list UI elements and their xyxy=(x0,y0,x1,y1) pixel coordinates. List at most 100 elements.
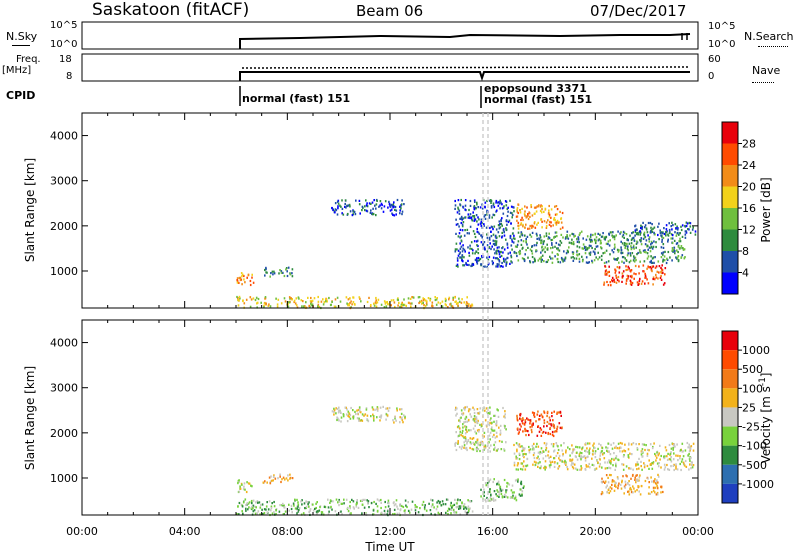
velocity-cell xyxy=(583,455,586,458)
power-cell xyxy=(494,252,496,255)
velocity-cell xyxy=(245,490,248,494)
power-cell xyxy=(475,214,478,217)
power-cell xyxy=(623,236,625,239)
velocity-cell xyxy=(528,445,530,449)
power-cell xyxy=(667,233,669,236)
velocity-cell xyxy=(520,418,522,421)
power-cell xyxy=(604,272,606,275)
velocity-cell xyxy=(680,468,682,472)
power-cell xyxy=(469,305,472,309)
velocity-cell xyxy=(545,455,547,458)
power-cell xyxy=(459,242,461,245)
velocity-cell xyxy=(476,449,478,453)
power-cell xyxy=(623,231,626,234)
power-cell xyxy=(656,270,659,273)
power-cell xyxy=(504,200,507,203)
velocity-cell xyxy=(623,454,625,457)
velocity-cell xyxy=(601,466,603,469)
power-cell xyxy=(540,211,543,214)
power-cell xyxy=(241,275,243,278)
power-cell xyxy=(655,241,657,244)
power-cell xyxy=(273,270,275,273)
power-cell xyxy=(252,281,255,284)
velocity-cell xyxy=(513,452,516,455)
velocity-cell xyxy=(539,466,541,470)
power-cell xyxy=(347,212,349,216)
velocity-cell xyxy=(460,409,463,412)
velocity-cell xyxy=(493,499,495,502)
power-cell xyxy=(525,240,527,243)
velocity-cell xyxy=(513,491,515,494)
power-cell xyxy=(368,296,370,299)
velocity-cell xyxy=(608,491,610,495)
velocity-cell xyxy=(531,431,533,434)
velocity-cell xyxy=(473,415,476,418)
velocity-cell xyxy=(372,513,375,516)
power-colorbar-label: 4 xyxy=(742,267,749,280)
power-cell xyxy=(551,242,553,245)
power-cell xyxy=(348,203,351,206)
velocity-cell xyxy=(476,421,479,424)
power-cell xyxy=(625,268,627,272)
velocity-cell xyxy=(546,414,548,418)
power-cell xyxy=(243,274,245,278)
velocity-cell xyxy=(261,508,263,511)
power-cell xyxy=(467,304,470,307)
velocity-cell xyxy=(691,461,693,464)
velocity-cell xyxy=(477,419,479,422)
power-cell xyxy=(238,276,241,280)
velocity-cell xyxy=(239,487,242,490)
velocity-cell xyxy=(430,505,433,508)
velocity-cell xyxy=(491,435,494,438)
power-cell xyxy=(638,265,640,268)
power-cell xyxy=(564,237,567,240)
velocity-cell xyxy=(689,445,691,449)
power-cell xyxy=(472,211,474,214)
power-cell xyxy=(457,223,459,226)
power-cell xyxy=(352,296,354,299)
power-cell xyxy=(473,232,476,235)
velocity-cell xyxy=(460,434,462,437)
velocity-cell xyxy=(677,454,679,457)
velocity-cell xyxy=(588,449,590,452)
velocity-cell xyxy=(455,448,458,452)
power-cell xyxy=(630,283,633,286)
power-cell xyxy=(500,254,503,258)
power-cell xyxy=(543,210,545,213)
power-cell xyxy=(457,206,459,209)
velocity-cell xyxy=(372,509,375,512)
power-cell xyxy=(484,217,487,220)
velocity-cell xyxy=(536,457,538,460)
power-cell xyxy=(472,230,475,233)
power-cell xyxy=(344,205,346,208)
velocity-cell xyxy=(296,509,299,512)
velocity-ylabel: Slant Range [km] xyxy=(23,366,37,470)
power-cell xyxy=(495,201,497,204)
velocity-cell xyxy=(666,455,668,458)
velocity-cell xyxy=(353,507,355,510)
power-cell xyxy=(455,242,458,245)
power-cell xyxy=(473,215,476,218)
power-cell xyxy=(519,209,521,212)
power-cell xyxy=(480,234,482,237)
power-cell xyxy=(548,237,551,240)
power-cell xyxy=(644,226,646,229)
power-cell xyxy=(509,236,512,240)
power-cell xyxy=(626,268,629,271)
power-cell xyxy=(589,240,592,243)
velocity-cell xyxy=(565,463,567,466)
velocity-cell xyxy=(395,499,398,502)
velocity-cell xyxy=(293,504,295,507)
power-cell xyxy=(556,219,559,222)
velocity-cell xyxy=(667,452,669,455)
velocity-cell xyxy=(614,481,617,484)
power-cell xyxy=(325,298,327,301)
velocity-cell xyxy=(318,509,321,512)
velocity-cell xyxy=(483,406,485,409)
velocity-cell xyxy=(496,489,498,492)
power-cell xyxy=(376,301,379,304)
velocity-cell xyxy=(361,499,363,502)
power-cell xyxy=(625,244,627,248)
power-cell xyxy=(375,305,378,308)
velocity-cell xyxy=(459,433,461,436)
